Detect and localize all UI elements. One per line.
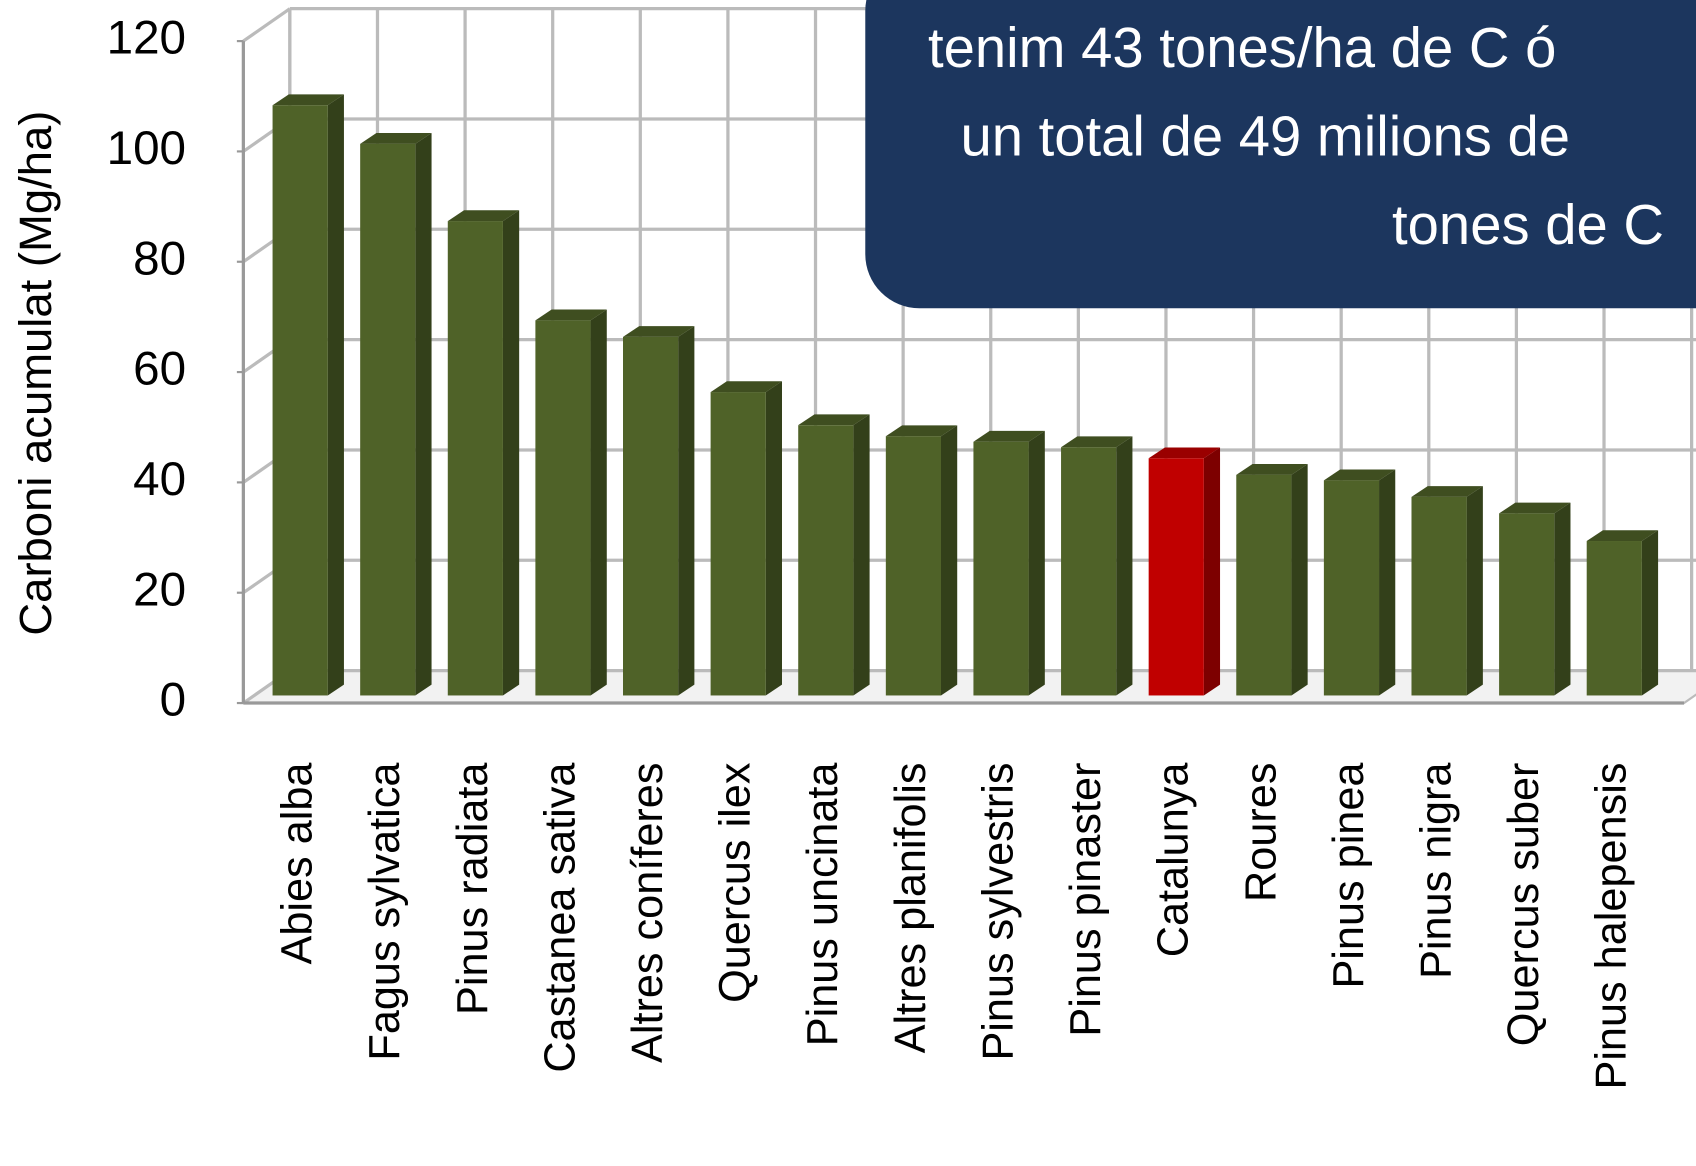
bar-top (1061, 436, 1133, 448)
bar-top (973, 430, 1045, 442)
bar-top (360, 133, 432, 144)
x-tick-label: Catalunya (1150, 762, 1198, 958)
bar-front (272, 105, 328, 696)
x-tick-label: Quercus suber (1500, 763, 1548, 1047)
bar-front (798, 425, 854, 696)
bar-top (1323, 469, 1396, 481)
bar (623, 326, 695, 696)
bar-side (1466, 486, 1483, 696)
bar (1236, 464, 1308, 696)
bar-top (798, 414, 870, 426)
x-tick-label: Pinus sylvestris (974, 763, 1022, 1061)
bar-side (1116, 436, 1133, 696)
bar (885, 425, 958, 696)
bar (710, 381, 782, 696)
y-tick-label: 100 (107, 122, 186, 175)
callout-text: tones de C (1392, 193, 1664, 256)
bar (272, 94, 344, 696)
bar-side (1641, 530, 1659, 696)
bar-side (1028, 430, 1045, 696)
grid-line (242, 7, 291, 43)
x-tick-label: Quercus ilex (712, 762, 760, 1003)
bar-top (1586, 530, 1659, 542)
x-tick-label: Altres coníferes (624, 763, 672, 1063)
bar-front (535, 320, 591, 696)
bar (973, 430, 1045, 696)
bar (1148, 447, 1221, 696)
bar-front (710, 392, 766, 696)
x-tick-label: Altres planifolis (887, 763, 935, 1054)
bar-top (535, 309, 607, 321)
bar-side (327, 94, 344, 696)
x-tick-label: Pinus pinaster (1062, 763, 1110, 1037)
bar-side (415, 133, 432, 696)
x-tick-label: Pinus radiata (449, 762, 497, 1015)
bar (447, 210, 520, 696)
bar-side (853, 414, 870, 696)
bar-side (502, 210, 520, 696)
bar-top (1411, 486, 1483, 497)
callout-text: un total de 49 milions de (960, 104, 1570, 167)
x-tick-label: Fagus sylvatica (361, 762, 409, 1061)
bar-top (1499, 502, 1571, 514)
y-tick-label: 60 (133, 343, 186, 396)
callout-text: tenim 43 tones/ha de C ó (928, 16, 1556, 79)
bar (1586, 530, 1659, 696)
x-tick-label: Pinus pinea (1325, 762, 1373, 989)
bar-top (447, 210, 520, 222)
x-tick-label: Pinus nigra (1412, 762, 1460, 979)
x-tick-label: Abies alba (274, 762, 322, 965)
bar-front (1148, 458, 1204, 696)
bar (1411, 486, 1483, 696)
x-tick-label: Pinus halepensis (1588, 763, 1636, 1090)
bar-top (710, 381, 782, 393)
callout-box (865, 0, 1696, 309)
bar-front (973, 441, 1029, 696)
x-tick-label: Pinus uncinata (799, 762, 847, 1047)
bar-top (1236, 464, 1308, 475)
bar (1061, 436, 1133, 696)
bar (798, 414, 870, 696)
bar-side (1291, 464, 1308, 696)
bar-front (360, 143, 416, 696)
bar-top (885, 425, 958, 437)
bar (535, 309, 607, 696)
bar-front (1411, 496, 1467, 696)
bar-top (1148, 447, 1221, 459)
y-tick-label: 20 (133, 563, 186, 616)
bar-side (1379, 469, 1396, 696)
plot: 0 20 40 60 80 100 120 Abies alba Fagus sylvatica… (10, 0, 1696, 1090)
bar-side (765, 381, 782, 696)
bar-front (885, 436, 941, 696)
bar (360, 133, 432, 696)
bar-side (590, 309, 607, 696)
bar-side (1203, 447, 1221, 696)
y-tick-label: 0 (160, 674, 186, 727)
bar-top (272, 94, 344, 106)
y-tick-label: 120 (107, 12, 186, 65)
bar-side (1554, 502, 1571, 696)
y-tick-label: 80 (133, 232, 186, 285)
bar (1323, 469, 1396, 696)
bar-side (940, 425, 958, 696)
bar-top (623, 326, 695, 337)
x-tick-label: Castanea sativa (536, 762, 584, 1073)
bar-front (623, 336, 679, 696)
bar-front (1499, 513, 1555, 696)
x-tick-label: Roures (1237, 763, 1285, 902)
bar-front (447, 221, 503, 696)
bar-front (1061, 447, 1117, 696)
y-tick-label: 40 (133, 453, 186, 506)
bar-front (1586, 541, 1642, 696)
bar-front (1236, 474, 1292, 696)
bar-side (678, 326, 695, 696)
bar-front (1323, 480, 1380, 696)
y-axis-label: Carboni acumulat (Mg/ha) (10, 111, 61, 636)
bar (1499, 502, 1571, 696)
